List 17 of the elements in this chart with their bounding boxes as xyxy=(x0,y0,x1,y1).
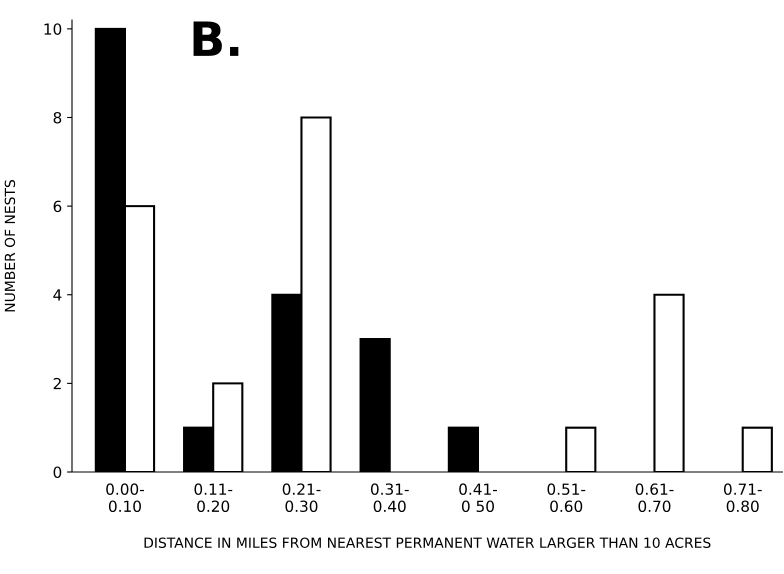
x-tick-label: 0.41- 0 50 xyxy=(459,483,497,512)
y-tick-label: 8 xyxy=(54,112,62,124)
x-tick-label: 0.11- 0.20 xyxy=(194,483,232,512)
y-tick-label: 2 xyxy=(54,378,61,390)
y-axis-title: NUMBER OF NESTS xyxy=(4,180,16,312)
x-tick-label: 0.21- 0.30 xyxy=(282,483,320,512)
y-tick-label: 10 xyxy=(44,23,62,35)
x-tick-label: 0.71- 0.80 xyxy=(724,483,762,512)
x-tick-label: 0.00- 0.10 xyxy=(106,483,144,512)
y-tick-label: 0 xyxy=(54,466,62,478)
y-tick-label: 4 xyxy=(53,289,62,301)
x-axis-title: DISTANCE IN MILES FROM NEAREST PERMANENT WATER LARGER THAN 10 ACRES xyxy=(144,537,710,548)
x-tick-label: 0.51- 0.60 xyxy=(547,483,586,512)
x-tick-label: 0.61- 0.70 xyxy=(636,483,674,512)
y-tick-label: 6 xyxy=(54,200,62,212)
x-tick-label: 0.31- 0.40 xyxy=(370,483,409,512)
chart-title: B. xyxy=(194,21,238,56)
